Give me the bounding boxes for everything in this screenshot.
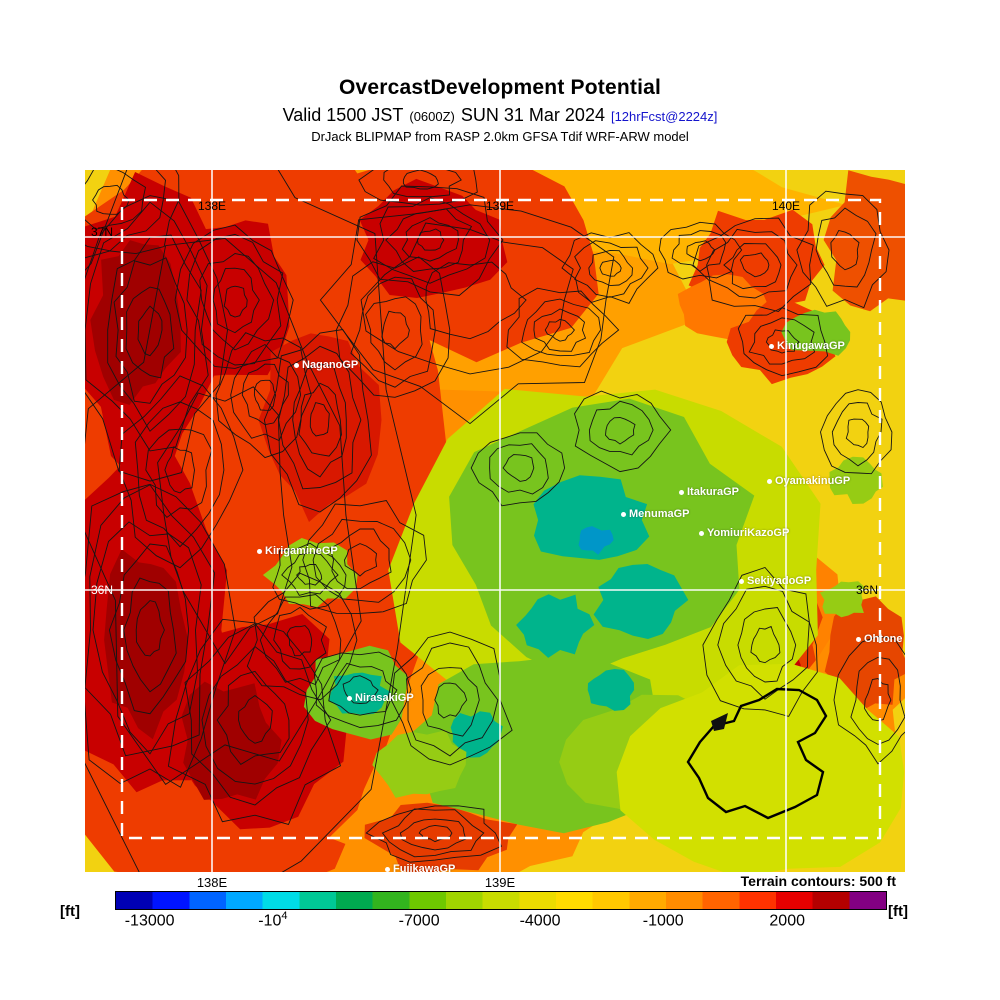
station-label: ItakuraGP [687, 486, 739, 498]
terrain-contour-lines [85, 170, 905, 872]
station-marker-kinugawagp: KinugawaGP [769, 340, 845, 352]
valid-line: Valid 1500 JST (0600Z) SUN 31 Mar 2024 [12h… [0, 105, 1000, 126]
station-dot-icon [769, 343, 774, 349]
valid-date: SUN 31 Mar 2024 [460, 105, 605, 125]
terrain-contours-note: Terrain contours: 500 ft [740, 873, 896, 889]
page-title: OvercastDevelopment Potential [338, 76, 662, 99]
valid-prefix: Valid 1500 JST [282, 105, 404, 125]
station-label: NaganoGP [302, 359, 359, 371]
station-label: KinugawaGP [777, 340, 845, 352]
station-dot-icon [739, 578, 744, 584]
grid-label-138e-top: 138E [197, 199, 227, 213]
colorbar-tick: 2000 [769, 910, 805, 930]
colorbar-tick: -13000 [125, 910, 175, 930]
grid-label-37n-left: 37N [90, 225, 114, 239]
colorbar-gradient [115, 891, 887, 910]
latlon-grid-lines [85, 170, 905, 872]
station-marker-nirasakigp: NirasakiGP [347, 692, 414, 704]
grid-label-139e-bottom: 139E [484, 875, 516, 890]
colorbar-ticks: -13000 -104 -7000 -4000 -1000 2000 [115, 910, 885, 932]
unit-right: [ft] [888, 903, 908, 920]
unit-left: [ft] [60, 903, 80, 920]
model-domain-dashed-box [120, 198, 882, 840]
station-dot-icon [856, 636, 861, 642]
map-canvas: 138E 139E 140E 37N 36N 36N NaganoGP Kinu… [85, 170, 905, 872]
station-dot-icon [621, 511, 626, 517]
station-label: YomiuriKazoGP [707, 527, 790, 539]
grid-label-140e-top: 140E [771, 199, 801, 213]
station-marker-sekiyadogp: SekiyadoGP [739, 575, 811, 587]
tick-sup: 4 [281, 910, 288, 922]
valid-zulu: (0600Z) [409, 109, 455, 124]
colorbar-tick: -4000 [520, 910, 561, 930]
model-line: DrJack BLIPMAP from RASP 2.0km GFSA Tdif… [311, 129, 689, 144]
station-marker-kirigaminegp: KirigamineGP [257, 545, 338, 557]
station-label: MenumaGP [629, 508, 690, 520]
station-marker-menumagp: MenumaGP [621, 508, 690, 520]
station-dot-icon [767, 478, 772, 484]
station-dot-icon [679, 489, 684, 495]
colorbar-tick: -1000 [643, 910, 684, 930]
station-label: OyamakinuGP [775, 475, 851, 487]
station-label: Ohtone [864, 633, 903, 645]
colorbar-tick: -104 [258, 910, 287, 930]
colorbar-tick: -7000 [399, 910, 440, 930]
station-dot-icon [385, 866, 390, 872]
station-marker-ohtone: Ohtone [856, 633, 903, 645]
station-marker-fujikawagp: FujikawaGP [385, 863, 455, 872]
tick-text: -4000 [519, 912, 561, 930]
tick-text: -1000 [642, 912, 684, 930]
station-dot-icon [699, 530, 704, 536]
station-label: SekiyadoGP [747, 575, 812, 587]
station-marker-itakuragp: ItakuraGP [679, 486, 739, 498]
grid-label-36n-right: 36N [855, 583, 879, 597]
station-dot-icon [294, 362, 299, 368]
station-dot-icon [257, 548, 262, 554]
station-marker-naganogp: NaganoGP [294, 359, 358, 371]
lake-outline [686, 687, 828, 820]
station-dot-icon [347, 695, 352, 701]
tick-text: -7000 [398, 912, 440, 930]
grid-label-36n-left: 36N [90, 583, 114, 597]
forecast-tag: [12hrFcst@2224z] [610, 109, 718, 124]
map-field-art [85, 170, 905, 872]
station-marker-yomiurikazogp: YomiuriKazoGP [699, 527, 789, 539]
field-fills [85, 170, 905, 872]
grid-label-138e-bottom: 138E [196, 875, 228, 890]
tick-text: -13000 [124, 912, 175, 930]
station-label: KirigamineGP [265, 545, 338, 557]
tick-text: 2000 [769, 912, 805, 930]
tick-text: -10 [258, 912, 282, 930]
grid-label-139e-top: 139E [485, 199, 515, 213]
station-marker-oyamakinugp: OyamakinuGP [767, 475, 850, 487]
station-label: NirasakiGP [355, 692, 414, 704]
station-label: FujikawaGP [393, 863, 456, 872]
